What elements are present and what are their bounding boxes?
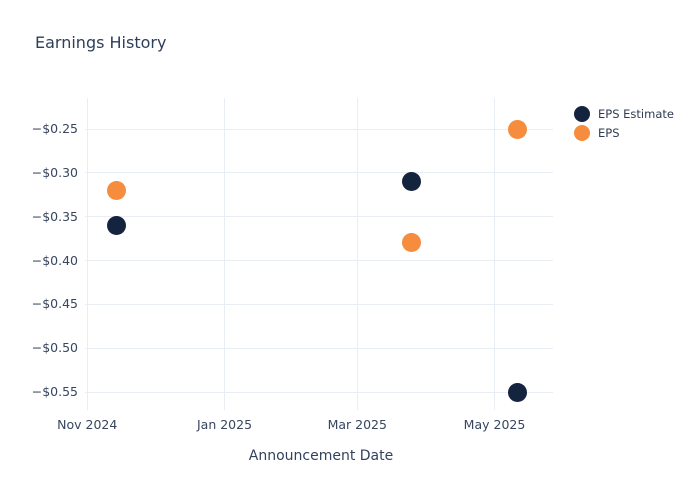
x-gridline xyxy=(494,98,495,410)
legend: EPS Estimate EPS xyxy=(574,104,674,142)
x-tick-label: Jan 2025 xyxy=(196,417,253,432)
data-point-eps[interactable] xyxy=(507,119,527,139)
eps-dot-icon xyxy=(574,124,590,141)
y-tick-label: −$0.50 xyxy=(31,340,78,356)
legend-label-eps-estimate: EPS Estimate xyxy=(598,106,674,121)
y-gridline xyxy=(85,260,553,262)
y-tick-label: −$0.30 xyxy=(31,164,78,180)
x-gridline xyxy=(356,98,358,410)
y-tick-label: −$0.40 xyxy=(31,252,78,268)
data-point-eps[interactable] xyxy=(107,180,126,200)
x-tick-label: May 2025 xyxy=(463,417,526,432)
x-gridline xyxy=(224,98,225,410)
legend-label-eps: EPS xyxy=(598,125,620,140)
data-point-eps[interactable] xyxy=(401,233,421,253)
y-gridline xyxy=(85,347,553,349)
legend-item-eps[interactable]: EPS xyxy=(574,123,674,142)
data-point-eps-estimate[interactable] xyxy=(401,172,421,192)
y-gridline xyxy=(85,172,553,174)
y-tick-label: −$0.35 xyxy=(31,208,78,224)
chart-title: Earnings History xyxy=(35,33,167,52)
eps-estimate-dot-icon xyxy=(574,105,590,122)
y-tick-label: −$0.25 xyxy=(31,121,78,137)
legend-item-eps-estimate[interactable]: EPS Estimate xyxy=(574,104,674,123)
y-gridline xyxy=(85,128,553,130)
x-axis-title: Announcement Date xyxy=(248,448,394,464)
y-gridline xyxy=(85,303,553,305)
y-gridline xyxy=(85,216,553,218)
x-gridline xyxy=(86,98,88,410)
y-gridline xyxy=(85,391,553,393)
y-tick-label: −$0.45 xyxy=(31,296,78,312)
data-point-eps-estimate[interactable] xyxy=(507,382,527,402)
x-tick-label: Mar 2025 xyxy=(327,417,387,432)
x-tick-label: Nov 2024 xyxy=(57,417,118,432)
data-point-eps-estimate[interactable] xyxy=(107,215,126,235)
y-tick-label: −$0.55 xyxy=(31,384,78,400)
